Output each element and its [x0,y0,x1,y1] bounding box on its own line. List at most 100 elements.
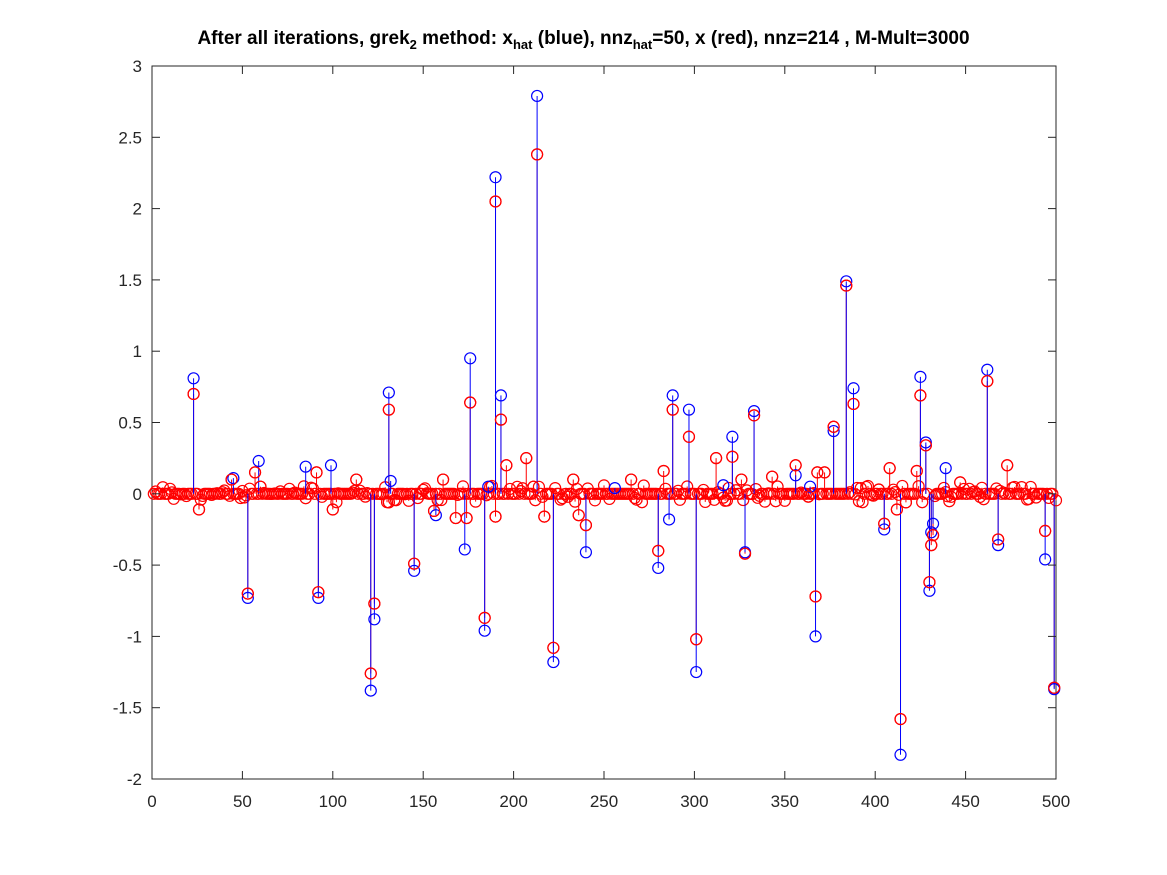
red-overlay-marker-35 [811,466,824,479]
red-overlay-marker-8 [408,557,421,570]
x-tick-label-6: 300 [680,792,708,811]
red-overlay-marker-30 [726,450,739,463]
x-tick-label-4: 200 [499,792,527,811]
red-small-marker-212 [587,487,600,500]
blue-marker-22 [662,513,676,526]
blue-marker-48 [717,479,730,492]
blue-marker-34 [847,382,860,395]
red-small-marker-158 [467,487,480,500]
red-overlay-marker-5 [364,667,377,680]
y-tick-label-2: -1 [127,627,142,646]
y-tick-label-9: 2.5 [118,128,142,147]
red-small-marker-63 [272,487,285,500]
red-overlay-marker-67 [802,490,815,503]
x-tick-label-10: 500 [1042,792,1070,811]
red-small-marker-396 [979,487,992,500]
x-tick-label-1: 50 [233,792,252,811]
chart-title: After all iterations, grek2 method: xhat… [197,28,970,52]
red-overlay-marker-17 [489,510,502,523]
red-overlay-marker-63 [567,473,580,486]
red-overlay-marker-9 [436,473,450,486]
x-tick-label-8: 400 [861,792,889,811]
red-small-marker-388 [964,487,978,500]
red-overlay-marker-11 [460,511,473,525]
blue-marker-13 [458,543,471,556]
blue-marker-41 [939,462,952,475]
red-overlay-marker-3 [312,586,325,599]
red-small-marker-259 [679,487,692,500]
blue-marker-21 [652,561,665,575]
blue-marker-14 [464,352,477,365]
blue-marker-23 [666,389,679,402]
axis-ticks: 0 50 100 150 200 250 300 350 400 450 500 -2 -1.5 -1 -0… [113,57,1070,811]
red-small-marker-279 [720,494,734,507]
blue-marker-3 [252,454,265,468]
red-small-marker-71 [286,487,300,500]
red-overlay-marker-14 [489,195,502,208]
x-tick-label-5: 250 [590,792,618,811]
blue-marker-39 [923,584,936,597]
blue-marker-38 [919,436,932,449]
blue-marker-17 [494,389,508,402]
blue-marker-11 [408,564,421,577]
red-overlay-marker-50 [981,375,994,388]
blue-marker-1 [227,472,240,485]
blue-marker-5 [312,591,325,604]
red-overlay-marker-64 [625,473,638,486]
blue-marker-19 [547,655,560,669]
red-overlay-marker-19 [531,148,544,161]
blue-marker-47 [482,480,495,493]
y-tick-label-5: 0.5 [118,414,142,433]
blue-marker-24 [682,403,696,416]
blue-marker-15 [478,624,491,637]
red-overlay-marker-57 [225,473,238,486]
red-overlay-marker-40 [878,517,891,530]
red-overlay-marker-52 [1001,459,1014,472]
red-overlay-marker-62 [527,480,540,493]
red-overlay-marker-60 [382,496,395,509]
red-overlay-marker-41 [883,462,896,475]
blue-marker-10 [384,474,397,488]
blue-marker-36 [894,748,907,761]
red-overlay-marker-55 [192,503,206,516]
red-small-marker-92 [330,496,343,509]
red-overlay-marker-15 [494,413,508,426]
x-tick-label-0: 0 [147,792,156,811]
blue-marker-44 [1039,553,1052,566]
red-overlay-marker-23 [572,509,585,522]
y-tick-label-7: 1.5 [118,271,142,290]
red-small-marker-430 [1049,494,1063,507]
red-overlay-marker-37 [827,420,840,433]
red-overlay-marker-44 [910,464,923,478]
red-overlay-marker-0 [187,387,200,401]
y-tick-label-6: 1 [133,342,142,361]
red-small-marker-429 [1046,487,1059,500]
blue-marker-26 [726,430,739,443]
blue-marker-37 [914,370,927,383]
blue-marker-0 [187,372,200,385]
red-overlay-marker-16 [500,459,513,472]
red-small-marker-142 [431,493,444,507]
y-tick-label-1: -1.5 [113,699,142,718]
red-overlay-marker-20 [538,510,551,523]
blue-marker-20 [579,546,593,559]
blue-marker-18 [531,89,544,103]
y-tick-label-0: -2 [127,770,142,789]
red-small-marker-178 [511,480,524,493]
red-small-marker-200 [559,487,573,500]
plot-area [151,65,1057,780]
red-small-marker-418 [1024,480,1037,494]
blue-marker-30 [804,480,817,493]
red-overlay-marker-68 [872,483,885,496]
red-overlay-marker-61 [427,504,441,518]
red-overlay-marker-42 [894,713,907,726]
red-overlay-marker-22 [579,519,593,532]
blue-marker-43 [992,539,1005,552]
red-overlay-marker-27 [682,430,696,443]
y-tick-label-3: -0.5 [113,556,142,575]
red-overlay-marker-56 [254,480,267,493]
blue-marker-49 [608,481,621,495]
red-overlay-marker-49 [926,529,940,542]
series-xhat-blue [187,89,1061,761]
